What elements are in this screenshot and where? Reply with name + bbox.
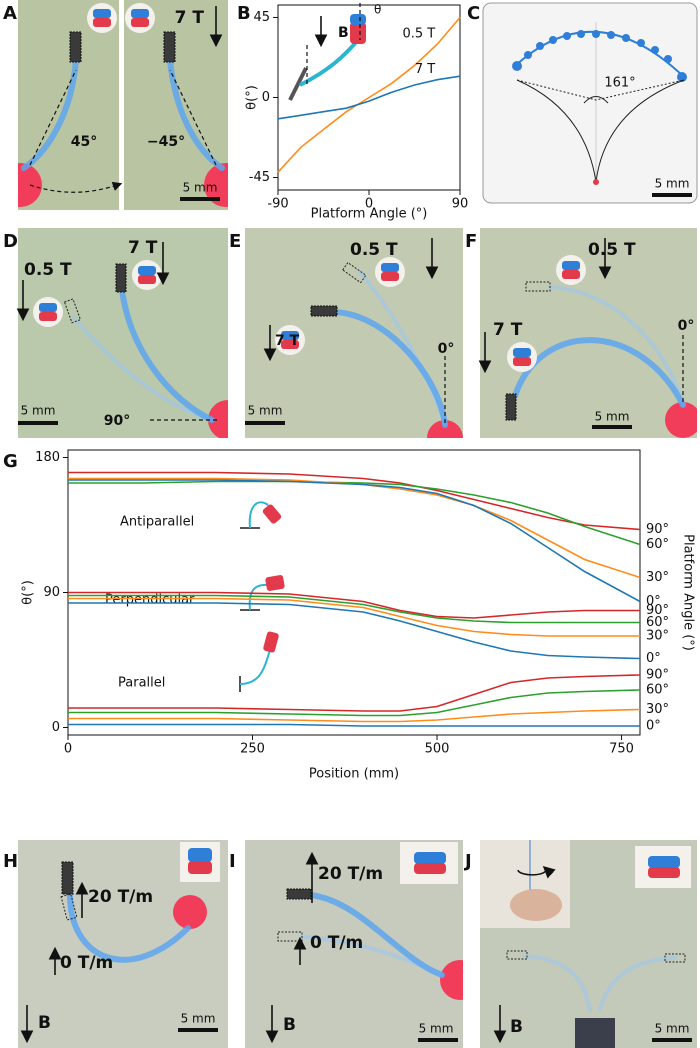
inset-theta: θ	[374, 3, 381, 17]
field-label: B	[283, 1015, 296, 1035]
y-tick-label: 90	[43, 585, 60, 600]
angle-label: 0°	[678, 318, 695, 334]
panel-label: A	[3, 3, 17, 24]
scale-label: 5 mm	[181, 1012, 216, 1026]
series-line	[68, 477, 641, 579]
series-label: 0°	[646, 594, 661, 609]
y-tick-label: 0	[262, 90, 270, 105]
gradient-label: 0 T/m	[60, 953, 113, 973]
series-line	[68, 723, 640, 727]
y2-axis-label: Platform Angle (°)	[681, 534, 696, 651]
panel-label: B	[237, 3, 251, 24]
y-tick-label: -45	[249, 170, 270, 185]
panel-label: J	[463, 851, 472, 872]
angle-label: 0°	[438, 341, 455, 357]
x-tick-label: 750	[609, 742, 634, 757]
series-line	[68, 591, 640, 619]
field-label: 0.5 T	[350, 240, 398, 260]
photo-i: 20 T/m 0 T/m B 5 mm	[245, 840, 463, 1048]
field-label: 0.5 T	[24, 260, 72, 280]
series-label: 0°	[646, 651, 661, 666]
panel-label: C	[467, 3, 480, 24]
field-label: B	[510, 1017, 523, 1037]
gradient-label: 0 T/m	[310, 933, 363, 953]
diagram-c: 161° 5 mm	[482, 2, 698, 204]
y-axis-label: θ(°)	[245, 85, 260, 110]
series-line	[68, 594, 640, 624]
panel-label: D	[3, 231, 18, 252]
series-label: 30°	[646, 629, 669, 644]
group-label: Parallel	[118, 676, 165, 691]
panel-label: G	[3, 451, 18, 472]
series-label: 30°	[646, 570, 669, 585]
angle-label: −45°	[147, 134, 185, 150]
x-tick-label: 90	[452, 197, 469, 212]
field-label: 7 T	[128, 238, 158, 258]
panel-label: I	[229, 851, 236, 872]
x-axis-label: Platform Angle (°)	[311, 207, 428, 222]
scale-label: 5 mm	[248, 404, 283, 418]
panel-label: H	[3, 851, 18, 872]
scale-label: 5 mm	[21, 404, 56, 418]
field-label: 7 T	[175, 8, 205, 28]
series-label: 90°	[646, 603, 669, 618]
scale-label: 5 mm	[419, 1022, 454, 1036]
series-label: 60°	[646, 615, 669, 630]
group-label: Antiparallel	[120, 515, 194, 530]
y-axis-label: θ(°)	[21, 580, 36, 605]
field-label: 7 T	[493, 320, 523, 340]
scale-label: 5 mm	[655, 177, 690, 191]
series-label: 60°	[646, 683, 669, 698]
series-label: 60°	[646, 537, 669, 552]
photo-a: 7 T 45° −45° 5 mm	[18, 0, 228, 210]
scale-label: 5 mm	[183, 181, 218, 195]
series-line	[68, 602, 641, 660]
series-line	[68, 480, 641, 546]
series-line	[277, 75, 461, 120]
schematic-icons	[239, 501, 285, 692]
series-line	[68, 597, 640, 637]
series-line	[277, 16, 461, 173]
series-label: 7 T	[415, 62, 435, 77]
y-tick-label: 45	[253, 10, 270, 25]
photo-h: 20 T/m 0 T/m B 5 mm	[18, 840, 228, 1048]
y-tick-label: 0	[52, 720, 60, 735]
field-label: 7 T	[275, 333, 300, 349]
series-label: 90°	[646, 522, 669, 537]
panel-label: F	[465, 231, 477, 252]
gradient-label: 20 T/m	[318, 864, 383, 884]
inset-b: B θ	[288, 3, 381, 101]
x-tick-label: 500	[425, 742, 450, 757]
gradient-label: 20 T/m	[88, 887, 153, 907]
x-tick-label: -90	[267, 197, 288, 212]
y-tick-label: 180	[35, 450, 60, 465]
field-label: 0.5 T	[588, 240, 636, 260]
field-label: B	[38, 1013, 51, 1033]
panel-label: E	[229, 231, 241, 252]
x-axis-label: Position (mm)	[309, 767, 399, 782]
series-line	[68, 689, 641, 717]
angle-label: 45°	[71, 134, 97, 150]
series-label: 0.5 T	[403, 27, 436, 42]
photo-f: 0.5 T 7 T 0° 5 mm	[478, 228, 697, 438]
photo-d: 7 T 0.5 T 90° 5 mm	[16, 228, 228, 438]
x-tick-label: 250	[240, 742, 265, 757]
photo-e: 0.5 T 7 T 0° 5 mm	[245, 228, 463, 438]
scale-label: 5 mm	[655, 1022, 690, 1036]
series-label: 0°	[646, 719, 661, 734]
x-tick-label: 0	[64, 742, 72, 757]
series-line	[68, 479, 641, 603]
series-label: 90°	[646, 668, 669, 683]
angle-label: 90°	[104, 413, 130, 429]
photo-j: B 5 mm	[480, 840, 697, 1048]
series-label: 30°	[646, 702, 669, 717]
x-tick-label: 0	[365, 197, 373, 212]
series-line	[68, 708, 641, 723]
inset-field: B	[338, 25, 349, 41]
series-line	[68, 674, 641, 712]
scale-label: 5 mm	[595, 410, 630, 424]
angle-label: 161°	[604, 76, 635, 91]
